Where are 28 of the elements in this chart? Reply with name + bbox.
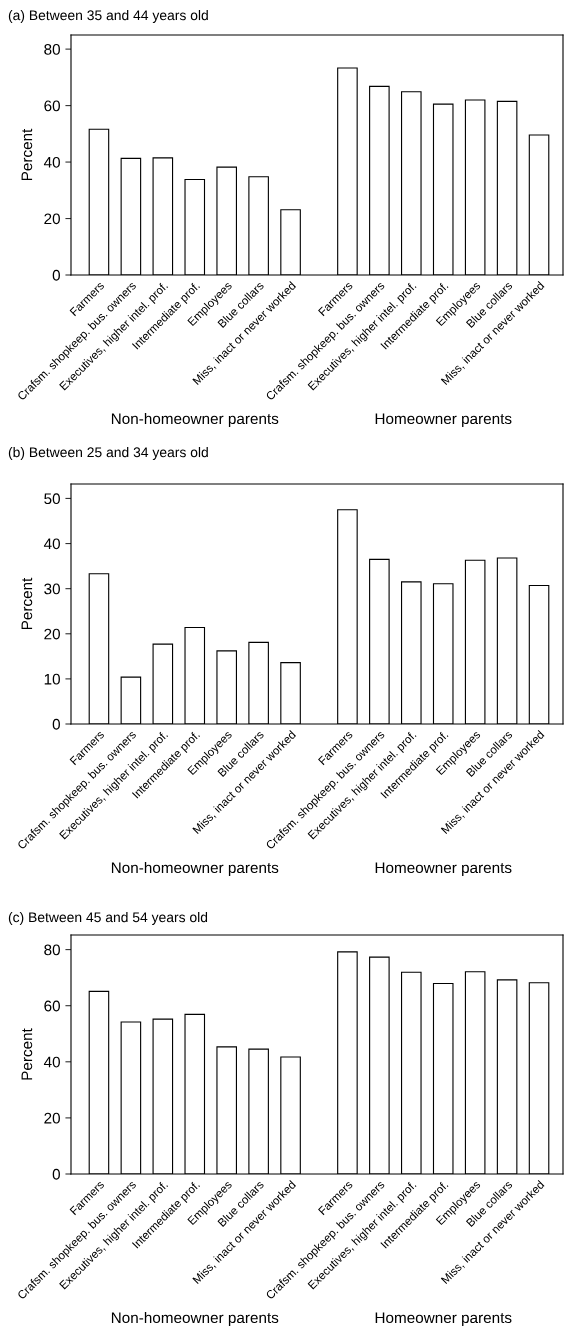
y-tick-label: 0 [52,1168,60,1180]
y-tick-label: 20 [44,628,60,640]
text: Non-homeowner parents [111,861,279,877]
y-tick-label: 0 [52,269,60,281]
y-tick-label: 20 [44,213,60,225]
y-axis-title: Percent [21,1028,33,1080]
text: Non-homeowner parents [111,1311,279,1327]
text: Homeowner parents [375,413,512,428]
y-tick-label: 80 [44,944,60,956]
y-tick-label: 40 [43,538,60,550]
y-tick-label: 40 [43,156,60,168]
y-tick-label: 50 [44,493,60,505]
y-tick-label: 30 [44,583,60,595]
y-axis-title: Percent [21,577,33,630]
chart-title: (b) Between 25 and 34 years old [8,447,208,460]
y-tick-label: 80 [44,43,60,55]
y-tick-label: 0 [52,718,60,730]
y-tick-label: 10 [44,673,60,685]
y-tick-label: 60 [44,1000,60,1012]
y-tick-label: 60 [44,100,60,112]
y-axis-title: Percent [21,128,33,181]
y-tick-label: 40 [43,1056,60,1068]
chart-title: (a) Between 35 and 44 years old [8,10,208,23]
chart-title: (c) Between 45 and 54 years old [8,912,208,925]
text: Homeowner parents [375,1312,512,1327]
text: Non-homeowner parents [111,412,279,428]
text: Homeowner parents [375,862,512,877]
y-tick-label: 20 [44,1112,60,1124]
